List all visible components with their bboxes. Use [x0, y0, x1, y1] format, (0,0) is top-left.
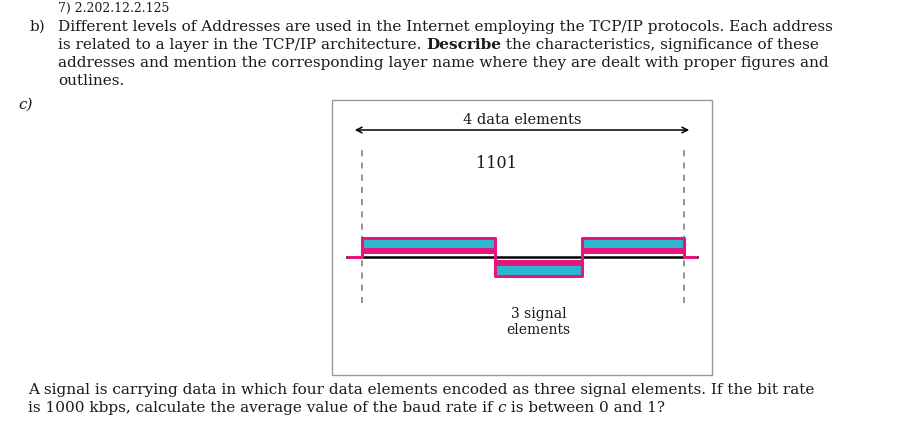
Bar [582, 248, 684, 254]
Text: addresses and mention the corresponding layer name where they are dealt with pro: addresses and mention the corresponding … [58, 56, 829, 70]
Text: 7) 2.202.12.2.125: 7) 2.202.12.2.125 [58, 2, 170, 15]
Bar [495, 266, 582, 276]
Text: 1101: 1101 [476, 155, 517, 172]
Text: the characteristics, significance of these: the characteristics, significance of the… [502, 38, 819, 52]
Text: A signal is carrying data in which four data elements encoded as three signal el: A signal is carrying data in which four … [28, 383, 815, 397]
Text: c): c) [18, 98, 32, 112]
Bar [362, 238, 495, 248]
Text: is related to a layer in the TCP/IP architecture.: is related to a layer in the TCP/IP arch… [58, 38, 427, 52]
Text: 3 signal
elements: 3 signal elements [506, 307, 571, 337]
Bar [495, 260, 582, 266]
Bar [582, 238, 684, 248]
Text: Different levels of Addresses are used in the Internet employing the TCP/IP prot: Different levels of Addresses are used i… [58, 20, 833, 34]
Text: c: c [498, 401, 506, 415]
Text: outlines.: outlines. [58, 74, 124, 88]
Text: Describe: Describe [427, 38, 502, 52]
Bar [362, 248, 495, 254]
Text: 4 data elements: 4 data elements [463, 113, 581, 127]
Bar [332, 100, 712, 375]
Text: is 1000 kbps, calculate the average value of the baud rate if: is 1000 kbps, calculate the average valu… [28, 401, 498, 415]
Text: b): b) [30, 20, 46, 34]
Text: is between 0 and 1?: is between 0 and 1? [506, 401, 665, 415]
